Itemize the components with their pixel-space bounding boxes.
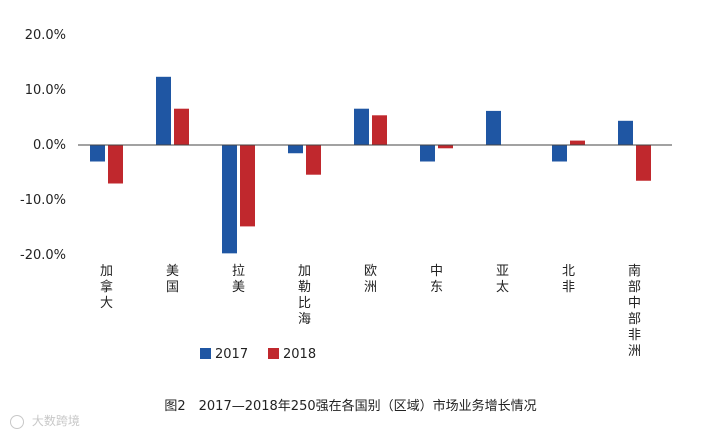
category-label: 美国 (166, 264, 179, 295)
bar-2017 (618, 120, 633, 145)
y-axis: 20.0% 10.0% 0.0% -10.0% -20.0% (20, 28, 66, 263)
y-tick-label: 0.0% (33, 138, 66, 153)
legend: 2017 2018 (200, 347, 316, 362)
category-label: 亚太 (496, 264, 509, 295)
bar-2018 (240, 145, 255, 227)
bar-2017 (420, 145, 435, 162)
y-tick-label: -20.0% (20, 248, 66, 263)
legend-swatch-2018 (268, 348, 279, 359)
category-label: 加拿大 (100, 264, 113, 311)
y-tick-label: 10.0% (25, 83, 66, 98)
category-label: 拉美 (232, 264, 245, 295)
legend-swatch-2017 (200, 348, 211, 359)
category-labels: 加拿大 美国 拉美 加勒比海 欧洲 中东 亚太 北非 南部中部非洲 (100, 263, 641, 359)
legend-label-2017: 2017 (215, 347, 248, 362)
bar-2017 (156, 76, 171, 145)
bar-2017 (354, 108, 369, 145)
legend-label-2018: 2018 (283, 347, 316, 362)
category-label: 欧洲 (364, 264, 377, 295)
bar-2017 (90, 145, 105, 162)
y-tick-label: 20.0% (25, 28, 66, 43)
bar-2018 (108, 145, 123, 184)
bar-2018 (438, 145, 453, 149)
bar-2018 (306, 145, 321, 175)
bar-2017 (552, 145, 567, 162)
bars (90, 76, 651, 254)
bar-2017 (288, 145, 303, 154)
bar-2017 (486, 110, 501, 145)
watermark: 大数跨境 (10, 412, 80, 429)
watermark-text: 大数跨境 (31, 414, 80, 428)
bar-2018 (636, 145, 651, 181)
figure-caption: 图2 2017—2018年250强在各国别（区域）市场业务增长情况 (164, 399, 537, 414)
bar-2018 (570, 140, 585, 145)
category-label: 南部中部非洲 (628, 263, 641, 359)
category-label: 北非 (562, 264, 575, 295)
y-tick-label: -10.0% (20, 193, 66, 208)
bar-2017 (222, 145, 237, 254)
category-label: 中东 (430, 264, 443, 295)
category-label: 加勒比海 (298, 264, 311, 327)
bar-2018 (174, 108, 189, 145)
bar-2018 (372, 115, 387, 145)
watermark-logo-icon (10, 414, 24, 429)
